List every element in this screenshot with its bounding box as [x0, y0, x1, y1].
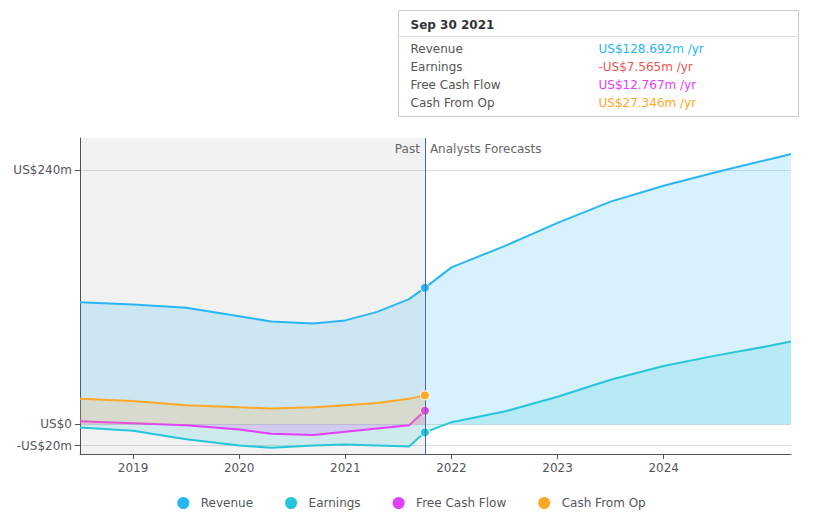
svg-text:2021: 2021 — [330, 461, 361, 475]
svg-text:2019: 2019 — [118, 461, 149, 475]
svg-text:Revenue: Revenue — [411, 42, 463, 56]
svg-text:US$0: US$0 — [40, 417, 72, 431]
svg-text:Past: Past — [395, 142, 420, 156]
svg-text:US$27.346m /yr: US$27.346m /yr — [599, 96, 697, 110]
svg-text:US$12.767m /yr: US$12.767m /yr — [599, 78, 697, 92]
svg-text:2023: 2023 — [542, 461, 573, 475]
svg-text:US$240m: US$240m — [13, 163, 72, 177]
svg-text:US$128.692m /yr: US$128.692m /yr — [599, 42, 704, 56]
svg-text:2024: 2024 — [648, 461, 679, 475]
svg-text:2020: 2020 — [224, 461, 255, 475]
svg-text:2022: 2022 — [436, 461, 467, 475]
svg-text:Cash From Op: Cash From Op — [562, 496, 646, 510]
svg-text:Sep 30 2021: Sep 30 2021 — [411, 18, 495, 32]
svg-text:Free Cash Flow: Free Cash Flow — [416, 496, 506, 510]
svg-text:Revenue: Revenue — [201, 496, 253, 510]
svg-text:Analysts Forecasts: Analysts Forecasts — [430, 142, 542, 156]
svg-text:-US$20m: -US$20m — [17, 439, 72, 453]
svg-text:-US$7.565m /yr: -US$7.565m /yr — [599, 60, 693, 74]
svg-text:Earnings: Earnings — [309, 496, 361, 510]
svg-text:Earnings: Earnings — [411, 60, 463, 74]
svg-text:Free Cash Flow: Free Cash Flow — [411, 78, 501, 92]
svg-text:Cash From Op: Cash From Op — [411, 96, 495, 110]
